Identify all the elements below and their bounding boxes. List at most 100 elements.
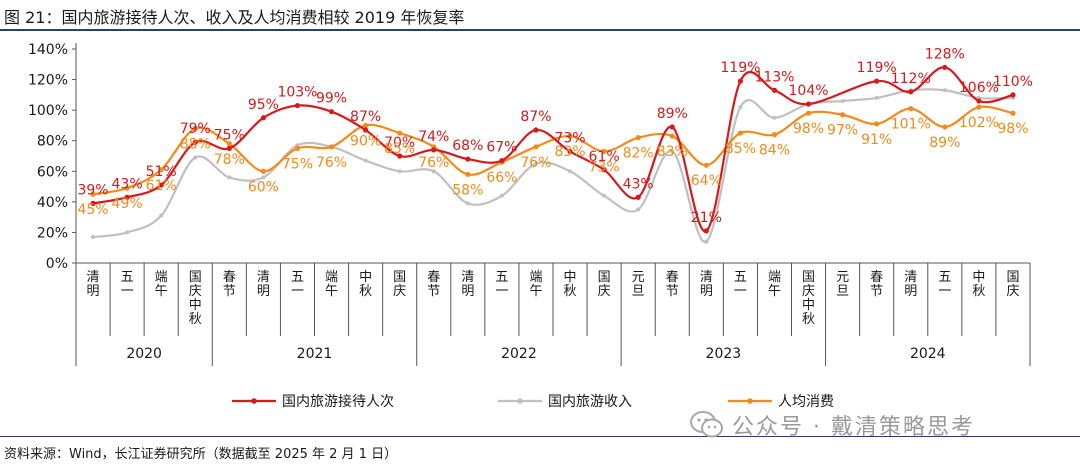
legend-per-capita: 人均消费: [728, 394, 834, 410]
per-capita-data-label: 45%: [77, 202, 108, 218]
category-label-char: 国: [598, 270, 611, 285]
category-label-char: 明: [257, 284, 270, 299]
per-capita-point: [805, 110, 812, 116]
per-capita-data-label: 97%: [827, 123, 858, 139]
per-capita-data-label: 76%: [520, 155, 551, 171]
category-label-char: 庆: [393, 284, 406, 299]
per-capita-data-label: 85%: [725, 141, 756, 157]
category-label-char: 节: [870, 284, 883, 299]
per-capita-data-label: 75%: [282, 156, 313, 172]
visitors-data-label: 39%: [77, 182, 108, 198]
category-label-char: 旦: [836, 284, 849, 299]
year-label: 2024: [910, 346, 946, 362]
category-label-char: 五: [495, 270, 508, 285]
visitors-data-label: 74%: [418, 129, 449, 145]
visitors-data-label: 61%: [589, 149, 620, 165]
visitors-data-label: 113%: [754, 69, 794, 85]
watermark: 公众号 · 戴清策略思考: [690, 408, 975, 442]
per-capita-point: [192, 125, 198, 132]
visitors-point: [192, 139, 198, 145]
revenue-point: [568, 169, 573, 174]
category-label-char: 庆: [598, 284, 611, 299]
category-label-char: 明: [461, 284, 474, 299]
category-label-char: 午: [155, 284, 168, 299]
category-label-char: 明: [87, 284, 100, 299]
per-capita-point: [874, 121, 880, 127]
revenue-point: [431, 169, 436, 174]
per-capita-point: [635, 135, 641, 141]
category-label-char: 春: [223, 270, 236, 285]
category-label-char: 五: [121, 270, 134, 285]
visitors-data-label: 89%: [657, 106, 688, 122]
y-tick-label: 60%: [37, 164, 68, 180]
y-tick-label: 0%: [46, 256, 68, 272]
category-label-char: 春: [666, 270, 679, 285]
category-label-char: 五: [291, 270, 304, 285]
visitors-data-label: 119%: [720, 60, 760, 76]
category-label-char: 旦: [632, 284, 645, 299]
category-label-char: 节: [223, 284, 236, 299]
visitors-data-label: 99%: [316, 91, 347, 107]
visitors-point: [158, 182, 164, 188]
legend-label: 国内旅游接待人次: [282, 393, 394, 410]
visitors-data-label: 21%: [691, 210, 722, 226]
visitors-point: [294, 102, 301, 109]
per-capita-data-label: 85%: [384, 141, 415, 157]
category-label-char: 国: [1006, 270, 1019, 285]
category-label-char: 一: [734, 284, 747, 299]
visitors-point: [499, 157, 505, 164]
y-tick-label: 100%: [28, 103, 68, 119]
visitors-data-label: 75%: [214, 127, 245, 143]
per-capita-data-label: 83%: [657, 144, 688, 160]
visitors-point: [567, 148, 573, 155]
per-capita-point: [601, 148, 607, 155]
per-capita-point: [771, 132, 778, 138]
category-label-char: 一: [938, 284, 951, 299]
revenue-point: [363, 158, 368, 163]
visitors-data-label: 106%: [959, 80, 999, 96]
legend-marker: [517, 398, 523, 404]
category-label-char: 端: [529, 270, 542, 285]
visitors-point: [669, 124, 675, 130]
per-capita-data-label: 102%: [959, 115, 999, 131]
visitors-data-label: 87%: [350, 109, 381, 125]
category-label-char: 国: [189, 270, 202, 285]
y-tick-label: 40%: [37, 195, 68, 211]
category-label-char: 五: [734, 270, 747, 285]
category-label-char: 午: [325, 284, 338, 299]
per-capita-point: [567, 133, 573, 139]
revenue-point: [193, 155, 198, 160]
visitors-point: [260, 115, 266, 121]
per-capita-data-label: 91%: [861, 132, 892, 148]
visitors-data-label: 68%: [452, 138, 483, 154]
visitors-data-label: 119%: [857, 60, 897, 76]
year-label: 2020: [126, 346, 162, 362]
category-label-char: 端: [325, 270, 338, 285]
visitors-point: [90, 200, 96, 206]
visitors-point: [771, 87, 778, 93]
category-label-char: 中: [189, 298, 202, 313]
footer-rule: [0, 436, 1080, 437]
visitors-point: [635, 194, 641, 200]
revenue-point: [91, 235, 96, 240]
y-tick-label: 20%: [37, 225, 68, 241]
visitors-point: [397, 153, 403, 159]
visitors-data-label: 110%: [993, 74, 1033, 90]
category-label-char: 清: [461, 270, 474, 285]
per-capita-data-label: 82%: [623, 146, 654, 162]
category-label-char: 秋: [972, 284, 985, 299]
legend-marker: [251, 398, 257, 404]
per-capita-data-label: 98%: [793, 121, 824, 137]
legend-visitors: 国内旅游接待人次: [232, 393, 394, 410]
visitors-point: [976, 98, 982, 104]
recovery-rate-chart: 0%20%40%60%80%100%120%140%清明五一端午国庆中秋春节清明…: [28, 42, 1033, 410]
category-label-char: 庆: [1006, 284, 1019, 299]
watermark-text: 公众号 · 戴清策略思考: [732, 415, 975, 440]
visitors-point: [465, 156, 471, 162]
category-label-char: 一: [291, 284, 304, 299]
figure-title: 图 21：国内旅游接待人次、收入及人均消费相较 2019 年恢复率: [4, 8, 465, 27]
per-capita-data-label: 73%: [589, 159, 620, 175]
visitors-point: [703, 228, 709, 234]
category-label-char: 庆: [189, 284, 202, 299]
category-label-char: 清: [904, 270, 917, 285]
